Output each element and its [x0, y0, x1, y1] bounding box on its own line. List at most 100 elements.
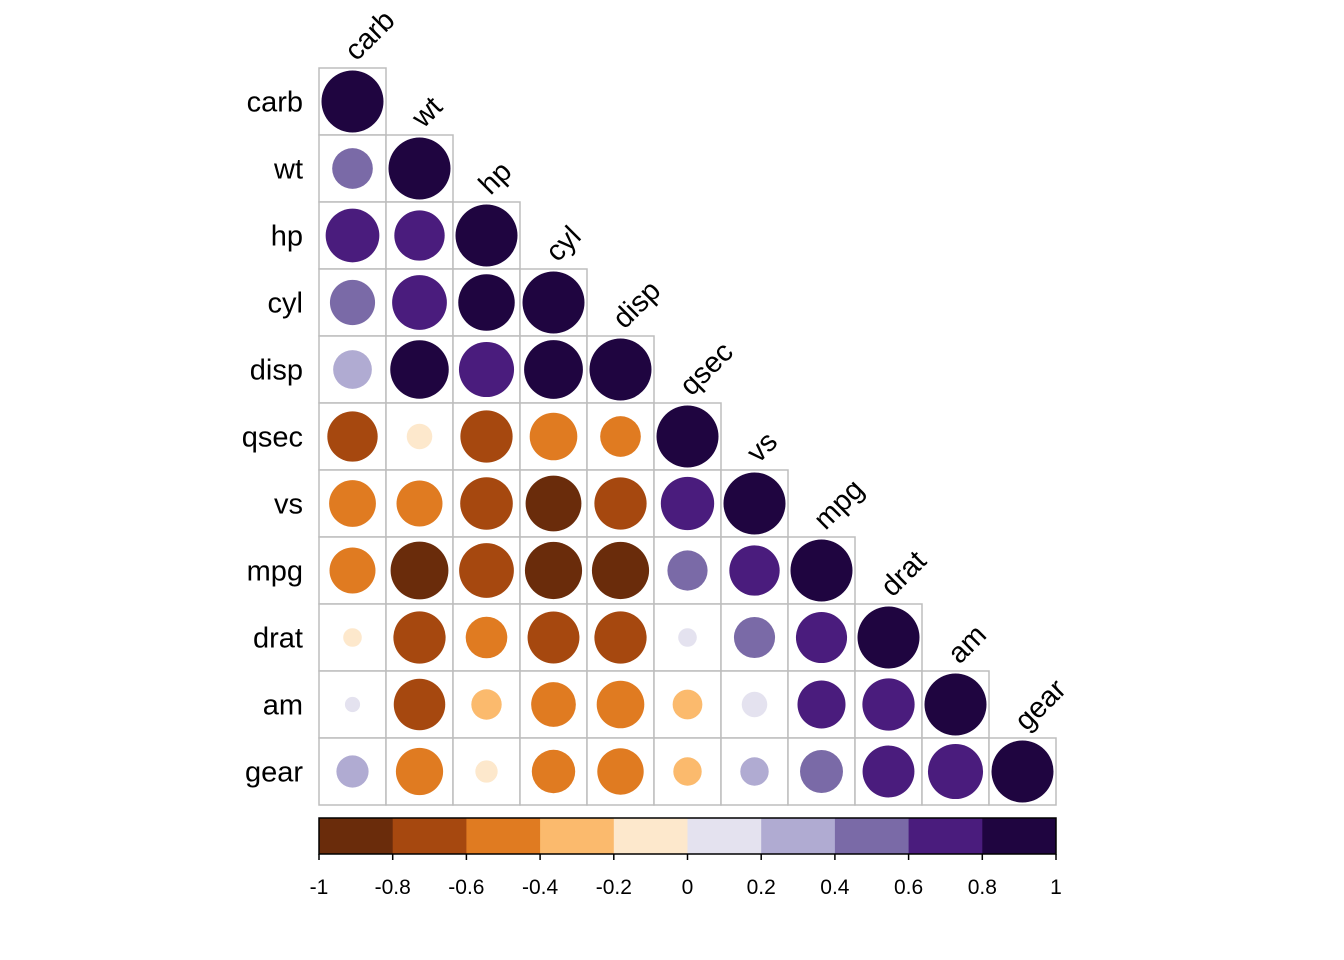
circle-mpg-qsec — [667, 550, 708, 591]
circle-drat-mpg — [795, 611, 848, 664]
circle-drat-qsec — [678, 628, 697, 647]
circle-gear-gear — [991, 740, 1054, 803]
circle-disp-carb — [333, 350, 372, 389]
circle-gear-hp — [475, 760, 498, 783]
legend-swatch — [466, 818, 541, 854]
circle-mpg-wt — [390, 541, 449, 600]
legend-swatch — [761, 818, 836, 854]
col-label-am: am — [942, 619, 993, 670]
circle-gear-drat — [862, 745, 915, 798]
circle-gear-disp — [597, 748, 644, 795]
correlation-circles — [321, 70, 1054, 803]
circle-gear-carb — [336, 755, 369, 788]
legend-tick-label: 0.4 — [820, 876, 850, 899]
circle-disp-cyl — [524, 340, 583, 399]
legend-tick-label: 0 — [682, 876, 694, 899]
legend-tick-label: 0.2 — [747, 876, 776, 899]
circle-drat-drat — [857, 606, 920, 669]
circle-disp-disp — [589, 338, 652, 401]
circle-cyl-carb — [329, 279, 376, 326]
legend-tick-label: -0.4 — [522, 876, 559, 899]
circle-drat-cyl — [527, 611, 580, 664]
col-label-drat: drat — [875, 545, 933, 603]
circle-hp-carb — [325, 208, 380, 263]
circle-drat-hp — [465, 616, 508, 659]
circle-am-qsec — [672, 689, 703, 720]
legend-swatch — [613, 818, 688, 854]
col-label-cyl: cyl — [540, 220, 588, 268]
legend-tick-label: -0.2 — [596, 876, 632, 899]
circle-am-hp — [471, 689, 502, 720]
row-label-am: am — [263, 690, 303, 722]
legend-swatch — [319, 818, 394, 854]
col-label-qsec: qsec — [674, 336, 740, 402]
row-label-cyl: cyl — [268, 288, 303, 320]
col-label-mpg: mpg — [808, 473, 871, 536]
circle-am-carb — [344, 696, 361, 713]
circle-qsec-carb — [327, 411, 378, 462]
circle-hp-wt — [394, 210, 445, 261]
circle-carb-carb — [321, 70, 384, 133]
circle-wt-carb — [332, 148, 373, 189]
legend-swatch — [834, 818, 910, 854]
circle-vs-hp — [460, 477, 513, 530]
circle-mpg-carb — [329, 547, 376, 594]
legend-swatch — [392, 818, 467, 854]
circle-drat-disp — [594, 611, 647, 664]
legend-swatch — [687, 818, 762, 854]
circle-qsec-hp — [460, 410, 513, 463]
circle-cyl-cyl — [522, 271, 585, 334]
circle-gear-vs — [740, 757, 769, 786]
circle-cyl-hp — [458, 274, 515, 331]
legend-tick-label: 1 — [1050, 876, 1062, 899]
circle-drat-carb — [343, 628, 362, 647]
circle-am-drat — [862, 678, 915, 731]
col-label-vs: vs — [741, 426, 784, 469]
circle-gear-qsec — [673, 757, 702, 786]
circle-disp-wt — [390, 340, 449, 399]
circle-gear-cyl — [531, 749, 576, 794]
row-label-disp: disp — [250, 355, 303, 387]
circle-vs-disp — [594, 477, 647, 530]
legend-swatch — [908, 818, 983, 854]
legend-tick-label: -1 — [310, 876, 329, 899]
col-label-disp: disp — [607, 275, 667, 335]
col-label-hp: hp — [473, 156, 518, 201]
circle-cyl-wt — [392, 275, 447, 330]
circle-am-disp — [596, 680, 645, 729]
cell-drat-hp — [452, 603, 521, 672]
legend-swatch — [982, 818, 1057, 854]
legend-swatch — [540, 818, 615, 854]
circle-wt-wt — [388, 137, 451, 200]
circle-drat-vs — [733, 616, 776, 659]
circle-mpg-disp — [591, 541, 650, 600]
row-label-drat: drat — [253, 623, 303, 655]
col-label-wt: wt — [405, 91, 449, 135]
legend-tick-label: 0.6 — [894, 876, 923, 899]
circle-gear-am — [927, 743, 984, 800]
circle-vs-wt — [396, 480, 443, 527]
legend-tick-label: 0.8 — [968, 876, 997, 899]
circle-drat-wt — [393, 611, 446, 664]
circle-disp-hp — [458, 341, 515, 398]
color-legend: -1 -0.8 -0.6 -0.4 -0.2 0 0.2 0.4 0.6 0.8 1 — [310, 817, 1062, 899]
row-labels: carb wt hp cyl disp qsec vs mpg drat am gear — [242, 87, 304, 789]
circle-qsec-cyl — [529, 412, 578, 461]
circle-vs-qsec — [660, 476, 715, 531]
row-label-carb: carb — [247, 87, 303, 119]
circle-am-am — [924, 673, 987, 736]
legend-tick-label: -0.8 — [375, 876, 411, 899]
circle-qsec-wt — [406, 423, 433, 450]
col-label-carb: carb — [339, 4, 402, 67]
circle-qsec-disp — [600, 416, 641, 457]
circle-mpg-vs — [729, 545, 780, 596]
circle-hp-hp — [455, 204, 518, 267]
circle-am-wt — [393, 678, 446, 731]
col-label-gear: gear — [1009, 673, 1073, 737]
circle-qsec-qsec — [656, 405, 719, 468]
circle-gear-mpg — [800, 750, 843, 793]
circle-mpg-hp — [459, 543, 514, 598]
row-label-mpg: mpg — [247, 556, 303, 588]
circle-am-vs — [741, 691, 768, 718]
